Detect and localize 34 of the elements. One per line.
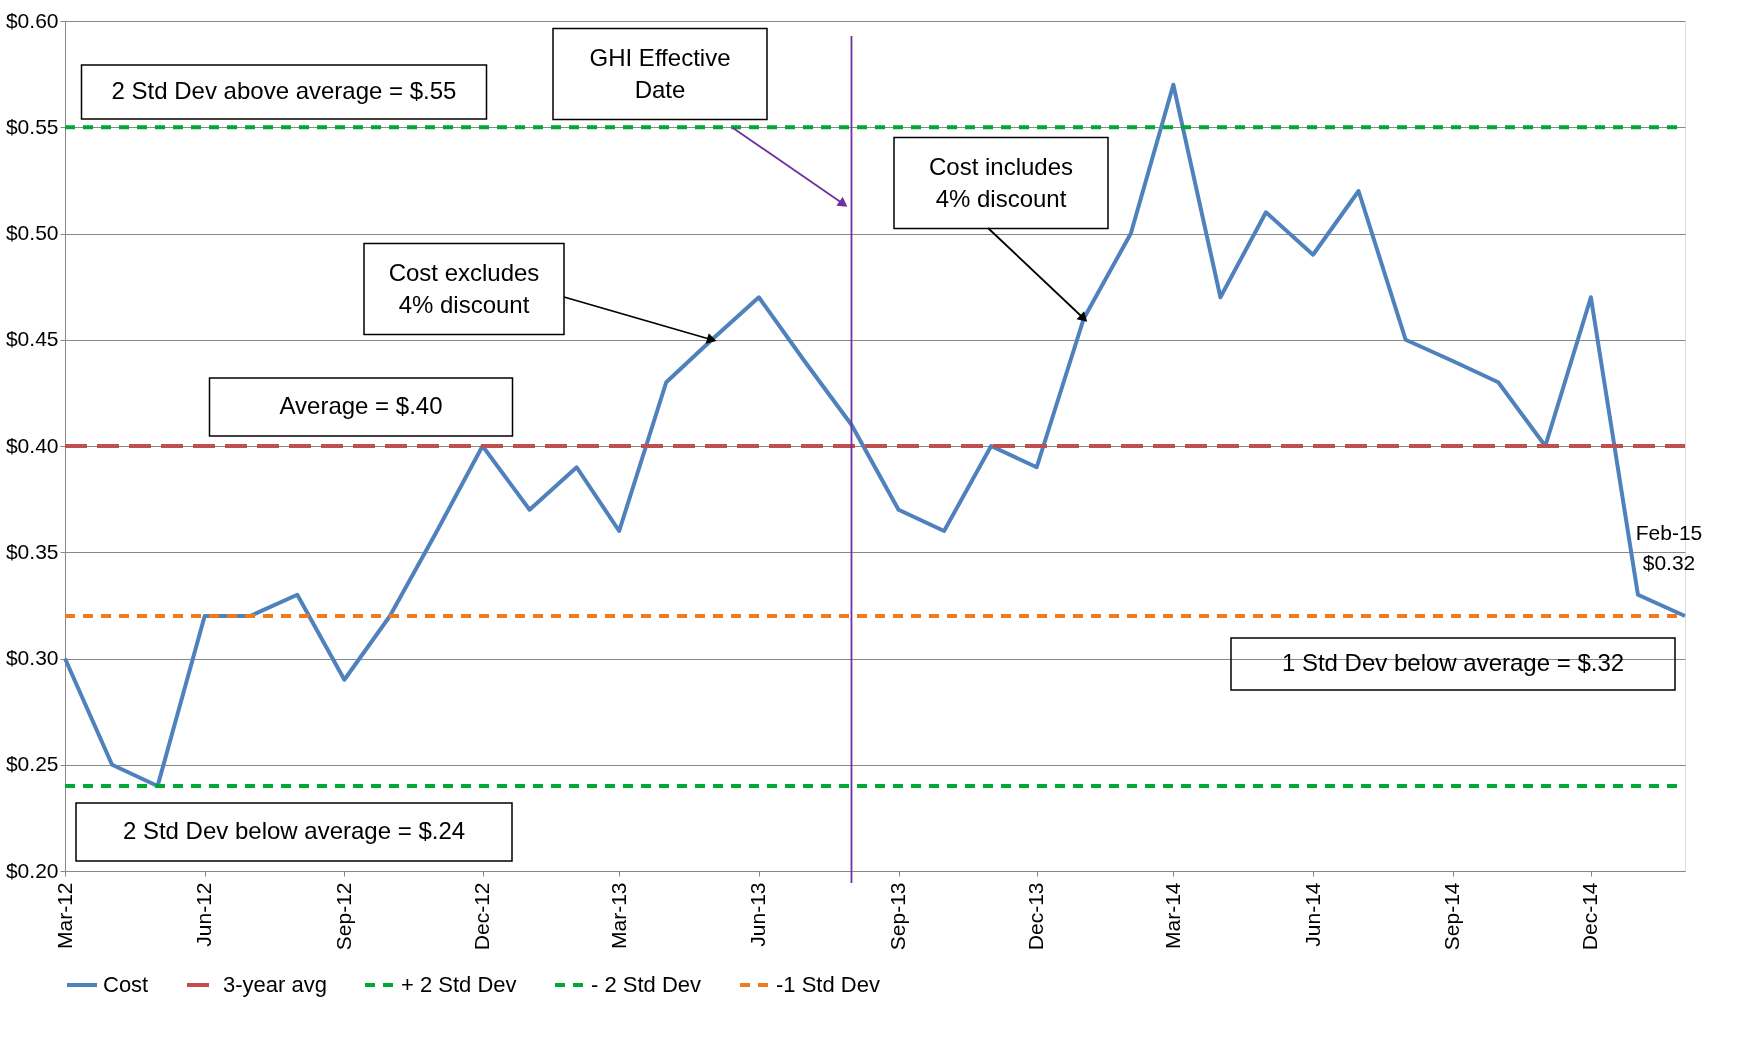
x-tick-label: Jun-13 [746,882,770,947]
x-tick-label: Mar-13 [606,882,630,950]
y-tick-label: $0.30 [5,646,59,669]
y-tick-label: $0.50 [5,221,59,244]
x-tick-label: Sep-13 [886,882,910,951]
y-tick-label: $0.20 [5,858,59,882]
x-tick-label: Jun-14 [1300,882,1324,947]
y-tick-label: $0.35 [5,539,59,563]
annotation: 1 Std Dev below average = $.32 [1281,649,1625,676]
legend-label: 3-year avg [223,972,327,997]
y-tick-label: $0.45 [5,327,59,351]
y-tick-label: $0.55 [5,114,59,138]
annotation: Feb-15 $0.32 [1635,521,1703,574]
legend-label: -1 Std Dev [776,972,880,997]
annotation: Average = $.40 [279,392,443,419]
legend-label: + 2 Std Dev [401,972,517,997]
x-tick-label: Mar-12 [52,882,76,950]
y-tick-label: $0.25 [5,752,59,776]
x-tick-label: Jun-12 [192,882,216,947]
y-tick-label: $0.40 [5,433,59,457]
x-tick-label: Dec-12 [470,882,494,951]
annotation: 2 Std Dev above average = $.55 [111,77,457,104]
x-tick-label: Sep-14 [1440,882,1464,951]
annotation: Cost excludes 4% discount [388,259,540,318]
annotation: 2 Std Dev below average = $.24 [122,817,466,844]
x-tick-label: Dec-13 [1024,882,1048,951]
legend-label: - 2 Std Dev [591,972,702,997]
annotation: Cost includes 4% discount [928,153,1074,212]
ref-line-label: GHI Effective Date [589,44,731,103]
x-tick-label: Sep-12 [331,882,355,951]
x-tick-label: Mar-14 [1160,882,1184,950]
x-tick-label: Dec-14 [1578,882,1602,951]
y-tick-label: $0.60 [5,8,59,32]
legend-label: Cost [103,972,149,997]
